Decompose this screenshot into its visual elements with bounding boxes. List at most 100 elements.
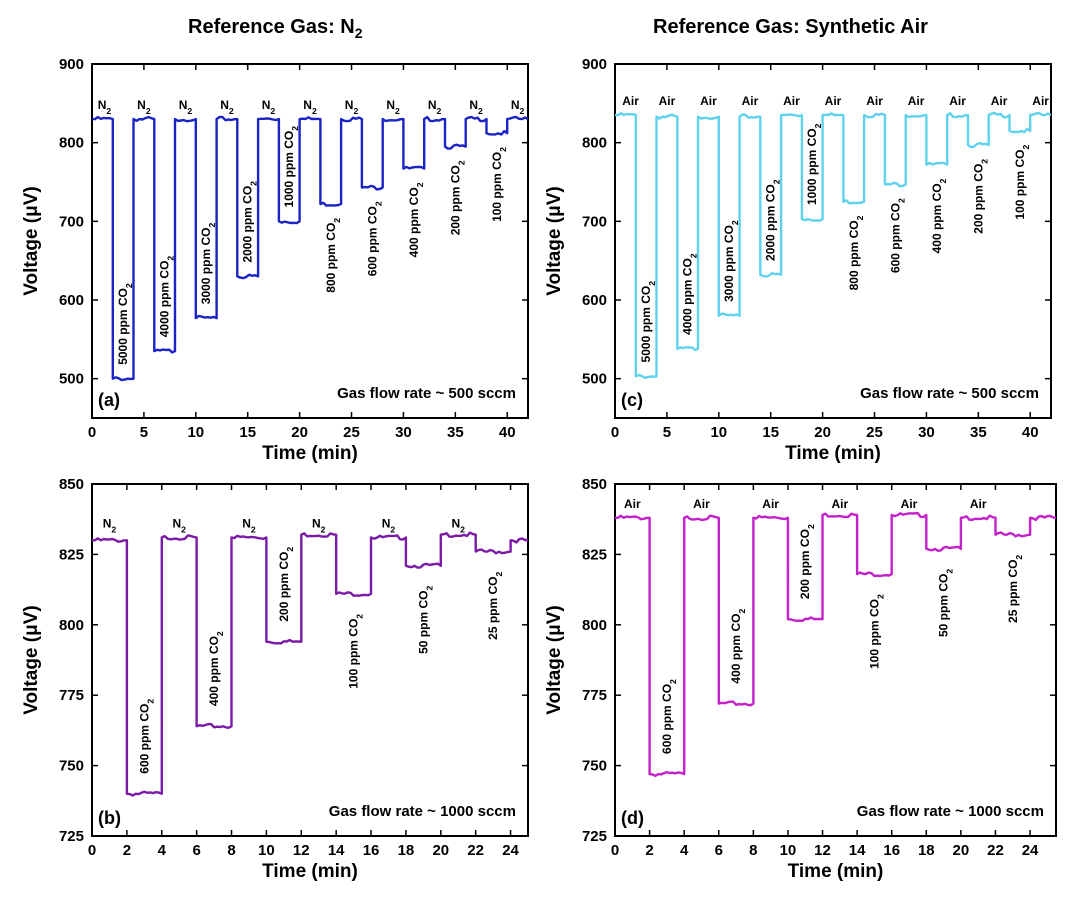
reference-gas-label: Air	[949, 94, 966, 108]
y-tick-label: 800	[59, 617, 84, 634]
concentration-annotation: 200 ppm CO2	[971, 159, 989, 234]
reference-gas-label: N2	[220, 98, 234, 116]
x-tick-label: 8	[227, 842, 235, 859]
reference-gas-label: N2	[382, 517, 396, 535]
x-tick-label: 10	[187, 424, 204, 441]
plot-frame	[614, 483, 1057, 837]
x-tick-label: 40	[1022, 424, 1039, 441]
reference-gas-label: N2	[242, 517, 256, 535]
concentration-annotation: 1000 ppm CO2	[805, 123, 823, 205]
y-axis-label: Voltage (μV)	[544, 605, 565, 714]
x-tick-label: 6	[715, 842, 723, 859]
reference-gas-label: Air	[742, 94, 759, 108]
reference-gas-label: N2	[103, 517, 117, 535]
x-tick-label: 22	[987, 842, 1004, 859]
x-tick-label: 5	[140, 424, 148, 441]
concentration-annotation: 200 ppm CO2	[798, 524, 816, 599]
reference-gas-label: Air	[700, 94, 717, 108]
y-axis-label: Voltage (μV)	[544, 186, 565, 295]
concentration-annotation: 5000 ppm CO2	[116, 283, 134, 365]
x-tick-label: 20	[432, 842, 449, 859]
concentration-annotation: 4000 ppm CO2	[681, 253, 699, 335]
x-tick-label: 14	[849, 842, 866, 859]
concentration-annotation: 50 ppm CO2	[937, 569, 955, 637]
x-tick-label: 0	[611, 842, 619, 859]
reference-gas-label: N2	[172, 517, 186, 535]
x-tick-label: 10	[258, 842, 275, 859]
chart-panel-d: 0 2 4 6 8 10 12 14 16 18 20 22 24725750775800825850T…	[544, 476, 1057, 882]
concentration-annotation: 2000 ppm CO2	[241, 181, 259, 263]
x-tick-label: 2	[645, 842, 653, 859]
x-tick-label: 0	[611, 424, 619, 441]
y-tick-label: 825	[582, 546, 607, 563]
y-tick-label: 775	[59, 687, 84, 704]
x-tick-label: 18	[398, 842, 415, 859]
reference-gas-label: Air	[624, 497, 641, 511]
concentration-annotation: 3000 ppm CO2	[199, 223, 217, 305]
concentration-annotation: 400 ppm CO2	[729, 609, 747, 684]
left-column-title: Reference Gas: N2	[188, 16, 363, 41]
concentration-annotation: 50 ppm CO2	[416, 586, 434, 654]
y-tick-label: 750	[582, 758, 607, 775]
y-tick-label: 825	[59, 546, 84, 563]
left-title-subscript: 2	[354, 25, 363, 41]
y-tick-label: 900	[582, 56, 607, 73]
reference-gas-label: Air	[622, 94, 639, 108]
reference-gas-label: Air	[908, 94, 925, 108]
x-tick-label: 18	[918, 842, 935, 859]
x-tick-label: 20	[291, 424, 308, 441]
x-tick-label: 12	[293, 842, 310, 859]
panel-label: (d)	[621, 808, 644, 828]
reference-gas-label: Air	[866, 94, 883, 108]
x-tick-label: 35	[970, 424, 987, 441]
x-tick-label: 20	[814, 424, 831, 441]
x-tick-label: 25	[866, 424, 883, 441]
concentration-annotation: 100 ppm CO2	[867, 594, 885, 669]
concentration-annotation: 2000 ppm CO2	[764, 179, 782, 261]
x-tick-label: 12	[814, 842, 831, 859]
x-tick-label: 25	[343, 424, 360, 441]
concentration-annotation: 600 ppm CO2	[365, 201, 383, 276]
x-axis-label: Time (min)	[262, 861, 358, 882]
concentration-annotation: 1000 ppm CO2	[282, 126, 300, 208]
reference-gas-label: N2	[345, 98, 359, 116]
reference-gas-label: N2	[312, 517, 326, 535]
x-axis-label: Time (min)	[788, 861, 884, 882]
concentration-annotation: 100 ppm CO2	[490, 147, 508, 222]
reference-gas-label: N2	[452, 517, 466, 535]
concentration-annotation: 800 ppm CO2	[847, 215, 865, 290]
reference-gas-label: Air	[901, 497, 918, 511]
right-column-title: Reference Gas: Synthetic Air	[653, 16, 928, 38]
y-axis-label: Voltage (μV)	[21, 605, 42, 714]
y-tick-label: 800	[59, 135, 84, 152]
x-tick-label: 6	[192, 842, 200, 859]
concentration-annotation: 200 ppm CO2	[448, 160, 466, 235]
x-tick-label: 0	[88, 842, 96, 859]
reference-gas-label: N2	[386, 98, 400, 116]
x-tick-label: 24	[502, 842, 519, 859]
x-tick-label: 15	[762, 424, 779, 441]
concentration-annotation: 25 ppm CO2	[1006, 555, 1024, 623]
concentration-annotation: 4000 ppm CO2	[158, 256, 176, 338]
reference-gas-label: Air	[970, 497, 987, 511]
x-axis-label: Time (min)	[785, 443, 881, 464]
reference-gas-label: N2	[262, 98, 276, 116]
left-title-text: Reference Gas: N	[188, 16, 355, 38]
panel-label: (b)	[98, 808, 121, 828]
reference-gas-label: N2	[511, 98, 525, 116]
voltage-trace	[615, 111, 1052, 379]
concentration-annotation: 100 ppm CO2	[1013, 145, 1031, 220]
y-tick-label: 700	[582, 213, 607, 230]
concentration-annotation: 600 ppm CO2	[888, 198, 906, 273]
y-tick-label: 600	[582, 292, 607, 309]
x-tick-label: 16	[883, 842, 900, 859]
reference-gas-label: Air	[1032, 94, 1049, 108]
voltage-trace	[92, 115, 529, 382]
reference-gas-label: Air	[762, 497, 779, 511]
reference-gas-label: N2	[303, 98, 317, 116]
x-tick-label: 5	[663, 424, 671, 441]
concentration-annotation: 400 ppm CO2	[207, 631, 225, 706]
concentration-annotation: 200 ppm CO2	[277, 547, 295, 622]
x-tick-label: 14	[328, 842, 345, 859]
